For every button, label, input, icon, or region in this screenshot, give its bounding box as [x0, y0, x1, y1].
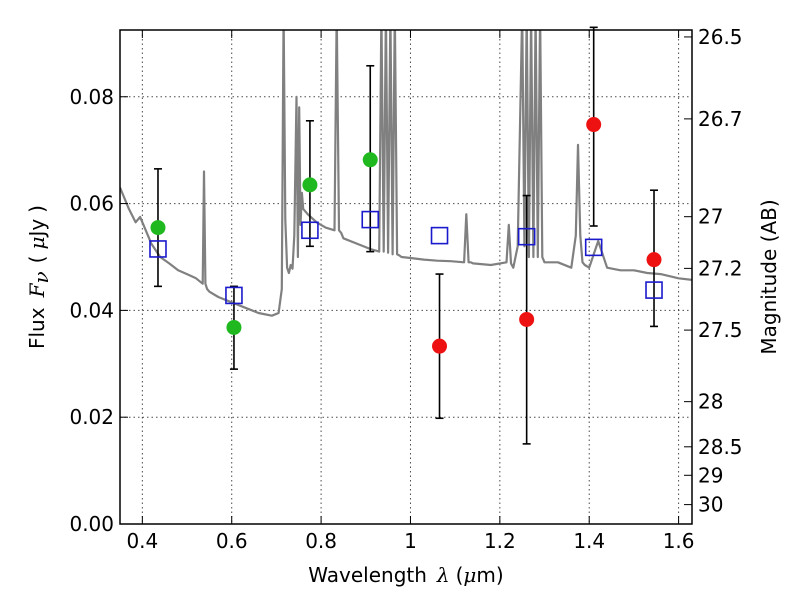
green-data-point	[150, 220, 166, 236]
x-tick-label: 1.4	[573, 529, 605, 553]
y-tick-label: 0.02	[69, 405, 114, 429]
model-photometry-square	[645, 281, 663, 299]
red-data-point	[432, 338, 448, 354]
right-tick-label: 28.5	[698, 435, 743, 459]
red-data-point	[519, 311, 535, 327]
axis-ticks: 0.4 0.6 0.8 1 1.2 1.4 1.6 0.00 0.02 0.04 0.06 0.08 2…	[69, 25, 742, 553]
right-tick-label: 26.7	[698, 107, 743, 131]
right-tick-label: 30	[698, 493, 723, 517]
x-tick-label: 1.6	[663, 529, 695, 553]
x-tick-label: 0.8	[305, 529, 337, 553]
x-tick-label: 1.2	[484, 529, 516, 553]
x-tick-label: 1	[404, 529, 417, 553]
model-spectrum	[120, 30, 692, 317]
red-data-point	[646, 252, 662, 268]
green-data-point	[302, 177, 318, 193]
right-tick-label: 27.5	[698, 318, 743, 342]
right-tick-label: 26.5	[698, 25, 743, 49]
model-photometry-square	[517, 227, 536, 246]
model-photometry-square	[225, 286, 243, 305]
model-photometry-square	[584, 238, 603, 257]
y-axis-label: FluxFν(μJy)	[25, 205, 53, 349]
green-data-point	[226, 319, 242, 335]
right-tick-label: 28	[698, 390, 723, 414]
x-axis-label: Wavelength λ (μm)	[308, 563, 503, 587]
model-photometry-square	[301, 221, 319, 240]
x-tick-label: 0.4	[126, 529, 158, 553]
model-spectrum-line	[120, 30, 692, 317]
right-tick-label: 27	[698, 205, 723, 229]
model-photometry-square	[149, 240, 167, 258]
y-tick-label: 0.00	[69, 512, 114, 536]
x-tick-label: 0.6	[216, 529, 248, 553]
y-tick-label: 0.06	[69, 192, 114, 216]
red-data-point	[586, 117, 602, 133]
plot-frame	[119, 29, 693, 525]
y-tick-label: 0.08	[69, 85, 114, 109]
right-tick-label: 27.2	[698, 256, 743, 280]
green-data-point	[362, 152, 378, 168]
right-tick-label: 29	[698, 463, 723, 487]
model-photometry-square	[361, 210, 380, 229]
right-axis-label: Magnitude (AB)	[757, 199, 781, 354]
model-photometry-square	[430, 226, 449, 245]
data-markers	[149, 117, 663, 354]
y-tick-label: 0.04	[69, 298, 114, 322]
error-bars	[153, 26, 659, 445]
